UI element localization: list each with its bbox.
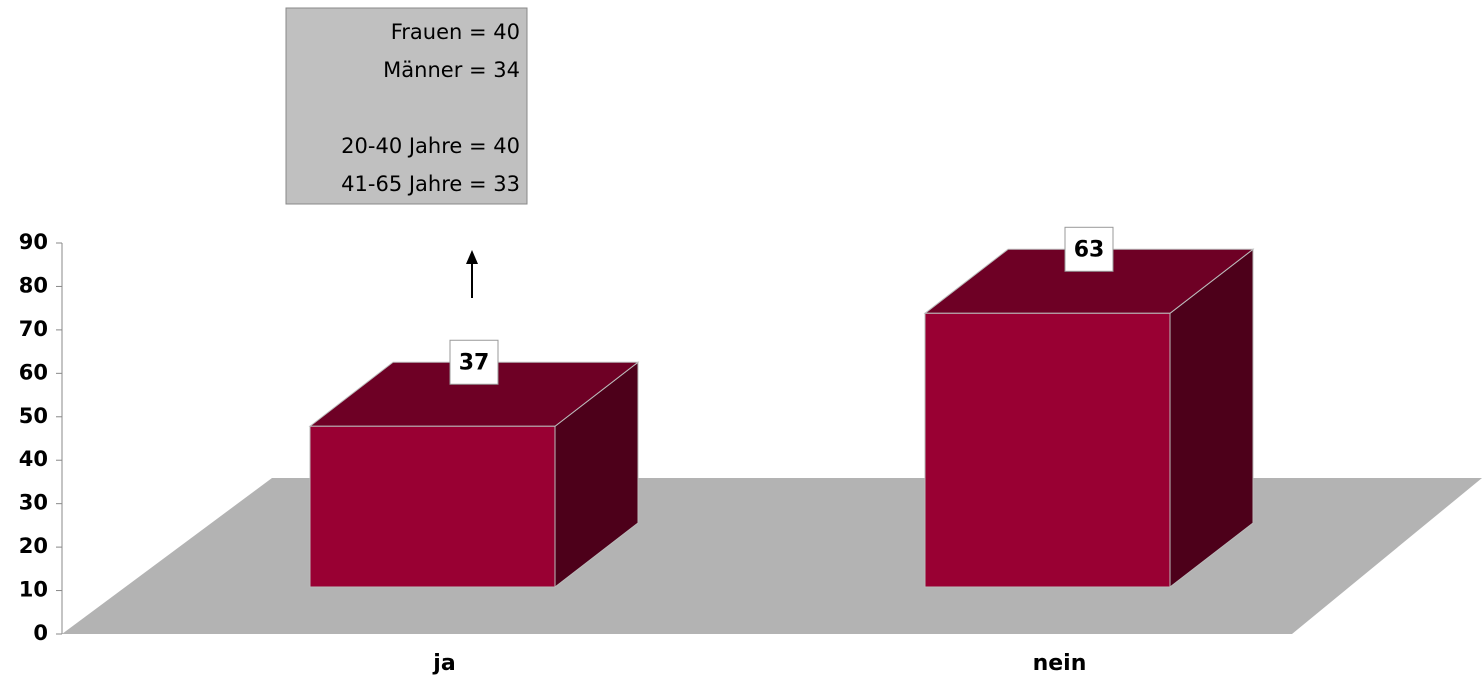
y-tick-label: 40	[19, 447, 48, 471]
arrow-head	[466, 250, 478, 264]
y-tick-label: 30	[19, 491, 48, 515]
y-tick-label: 90	[19, 230, 48, 254]
y-tick-label: 50	[19, 404, 48, 428]
annotation-line: 20-40 Jahre = 40	[341, 134, 520, 158]
y-tick-label: 0	[33, 621, 48, 645]
value-label: 63	[1074, 237, 1105, 262]
annotation-line: 41-65 Jahre = 33	[341, 172, 520, 196]
y-tick-label: 70	[19, 317, 48, 341]
y-tick-label: 60	[19, 360, 48, 384]
x-tick-label: nein	[1033, 651, 1087, 676]
bar	[309, 425, 556, 588]
y-tick-label: 10	[19, 578, 48, 602]
x-tick-label: ja	[432, 651, 455, 676]
annotation-line: Frauen = 40	[391, 20, 520, 44]
annotation-line: Männer = 34	[383, 58, 520, 82]
y-tick-label: 80	[19, 273, 48, 297]
value-label-box	[1064, 226, 1114, 272]
value-label: 37	[459, 350, 490, 375]
annotation-box	[285, 7, 528, 205]
floor	[62, 478, 1482, 634]
value-label-box	[449, 339, 499, 385]
bar	[924, 312, 1171, 588]
y-tick-label: 20	[19, 534, 48, 558]
